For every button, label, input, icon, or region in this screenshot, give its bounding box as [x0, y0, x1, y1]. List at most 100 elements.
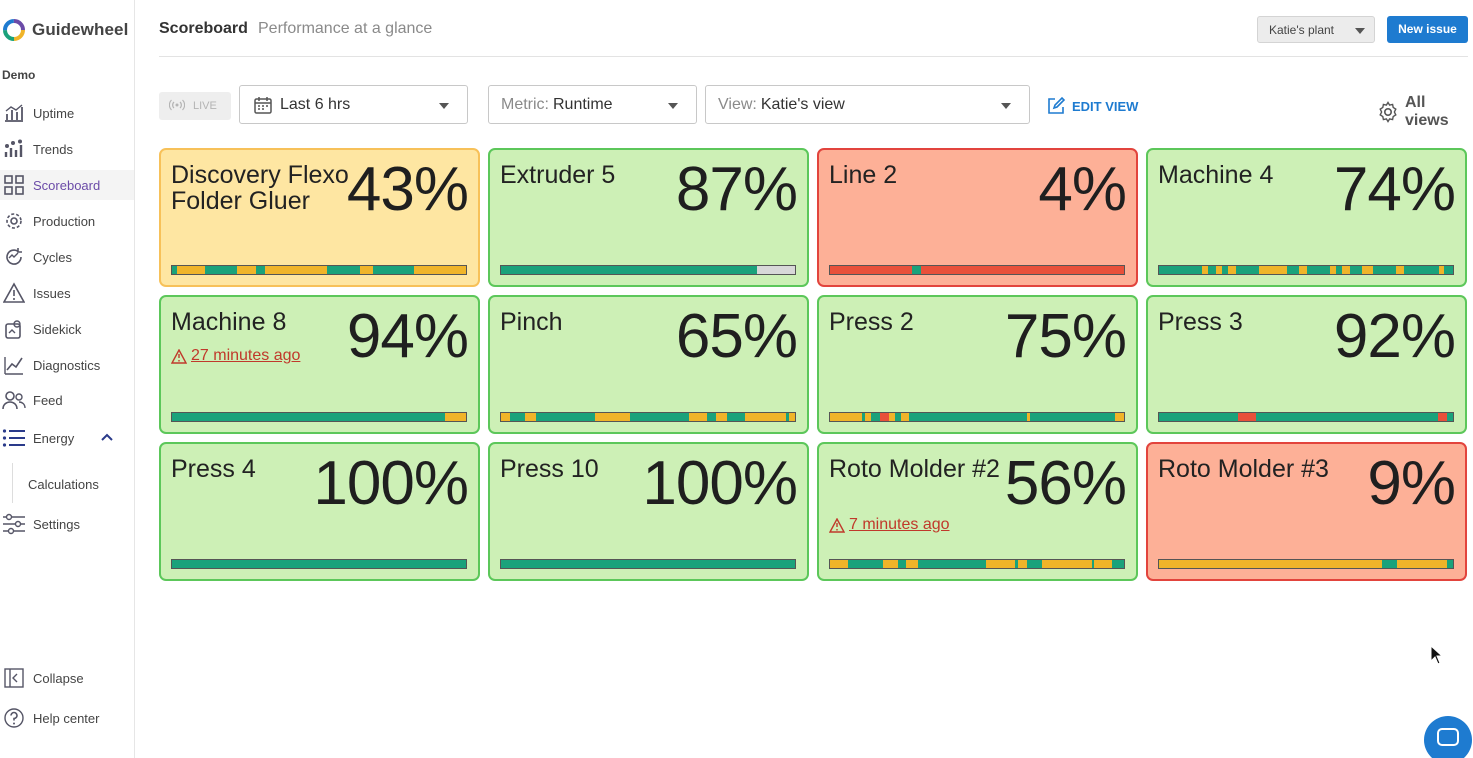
timeline-segment [1238, 413, 1256, 421]
tile-timeline-bar[interactable] [829, 265, 1125, 275]
scoreboard-tile[interactable]: Roto Molder #2 56% 7 minutes ago [817, 442, 1138, 581]
timeline-segment [1041, 560, 1092, 568]
tile-timeline-bar[interactable] [829, 412, 1125, 422]
tile-timeline-bar[interactable] [1158, 412, 1454, 422]
timeline-segment [1256, 413, 1439, 421]
timeline-segment [264, 266, 328, 274]
header-divider [159, 56, 1468, 57]
timeline-segment [1447, 560, 1453, 568]
tile-timeline-bar[interactable] [1158, 265, 1454, 275]
page-title: Scoreboard [159, 20, 248, 37]
sidebar-item-label: Production [33, 213, 96, 229]
timeline-segment [865, 413, 872, 421]
logo-icon [3, 19, 25, 41]
timeline-segment [509, 413, 525, 421]
tile-timeline-bar[interactable] [171, 412, 467, 422]
scoreboard-tile[interactable]: Discovery Flexo Folder Gluer 43% [159, 148, 480, 287]
tile-timeline-bar[interactable] [500, 559, 796, 569]
timeline-segment [1026, 413, 1030, 421]
scoreboard-tile[interactable]: Extruder 5 87% [488, 148, 809, 287]
scoreboard-tile[interactable]: Pinch 65% [488, 295, 809, 434]
sidebar-item-sidekick[interactable]: Sidekick [0, 314, 134, 344]
sidebar-item-settings[interactable]: Settings [0, 509, 134, 539]
sidebar-item-trends[interactable]: Trends [0, 134, 134, 164]
timeline-segment [1018, 560, 1027, 568]
sidebar-item-cycles[interactable]: Cycles [0, 242, 134, 272]
all-views-button[interactable]: All views [1377, 94, 1473, 130]
timeline-segment [501, 560, 795, 568]
timeline-segment [1373, 266, 1396, 274]
scoreboard-tile[interactable]: Press 3 92% [1146, 295, 1467, 434]
sidebar-item-diagnostics[interactable]: Diagnostics [0, 350, 134, 380]
tile-timeline-bar[interactable] [1158, 559, 1454, 569]
tile-timeline-bar[interactable] [829, 559, 1125, 569]
timeline-segment [882, 560, 898, 568]
sidebar-item-label: Scoreboard [33, 177, 101, 193]
timeline-segment [1115, 413, 1124, 421]
sidebar-item-label: Sidekick [33, 321, 82, 337]
tile-machine-name: Roto Molder #2 [829, 455, 1000, 483]
tile-alert-link[interactable]: 27 minutes ago [171, 347, 300, 365]
sidebar-subitem-calculations[interactable]: Calculations [28, 477, 99, 492]
time-range-select[interactable]: Last 6 hrs [239, 85, 468, 124]
timeline-segment [789, 413, 795, 421]
metric-select[interactable]: Metric: Runtime [488, 85, 697, 124]
tile-alert-link[interactable]: 7 minutes ago [829, 516, 950, 534]
collapse-icon [1, 665, 27, 691]
brand[interactable]: Guidewheel [2, 18, 128, 42]
scoreboard-tile[interactable]: Machine 8 94% 27 minutes ago [159, 295, 480, 434]
tile-percentage: 56% [1004, 449, 1127, 518]
timeline-segment [1361, 266, 1374, 274]
edit-view-button[interactable]: EDIT VIEW [1046, 96, 1138, 116]
view-select[interactable]: View: Katie's view [705, 85, 1030, 124]
chevron-up-icon[interactable] [100, 430, 114, 449]
scoreboard-tile[interactable]: Press 2 75% [817, 295, 1138, 434]
live-button[interactable]: LIVE [159, 92, 231, 120]
tile-timeline-bar[interactable] [171, 265, 467, 275]
caret-down-icon [1001, 103, 1011, 109]
sidebar-item-label: Feed [33, 392, 63, 408]
timeline-segment [204, 266, 238, 274]
sidebar-item-energy[interactable]: Energy [0, 423, 134, 453]
timeline-segment [1287, 266, 1299, 274]
timeline-segment [1094, 560, 1113, 568]
timeline-segment [847, 560, 883, 568]
scoreboard-tile[interactable]: Line 2 4% [817, 148, 1138, 287]
timeline-segment [879, 413, 889, 421]
timeline-segment [1159, 266, 1202, 274]
tile-timeline-bar[interactable] [500, 265, 796, 275]
sidebar-item-uptime[interactable]: Uptime [0, 98, 134, 128]
timeline-segment [1438, 413, 1448, 421]
scoreboard-tile[interactable]: Press 4 100% [159, 442, 480, 581]
scoreboard-tile[interactable]: Press 10 100% [488, 442, 809, 581]
new-issue-button[interactable]: New issue [1387, 16, 1468, 43]
timeline-segment [172, 560, 466, 568]
warning-icon [171, 348, 187, 364]
sidebar-item-issues[interactable]: Issues [0, 278, 134, 308]
plant-select[interactable]: Katie's plant [1257, 16, 1375, 43]
sliders-icon [1, 511, 27, 537]
timeline-segment [237, 266, 257, 274]
page-header: Scoreboard Performance at a glance Katie… [135, 0, 1473, 56]
timeline-segment [445, 413, 466, 421]
help-center-link[interactable]: Help center [0, 703, 134, 733]
tile-machine-name: Machine 8 [171, 308, 287, 336]
sidebar-item-scoreboard[interactable]: Scoreboard [0, 170, 134, 200]
tile-timeline-bar[interactable] [171, 559, 467, 569]
collapse-button[interactable]: Collapse [0, 663, 134, 693]
timeline-segment [1397, 560, 1448, 568]
tile-timeline-bar[interactable] [500, 412, 796, 422]
chat-icon [1437, 728, 1459, 746]
sidebar-item-label: Cycles [33, 249, 73, 265]
sidebar-item-production[interactable]: Production [0, 206, 134, 236]
edit-icon [1046, 96, 1066, 116]
chat-launcher-button[interactable] [1424, 716, 1472, 758]
sidebar-item-feed[interactable]: Feed [0, 385, 134, 415]
timeline-segment [900, 413, 910, 421]
scoreboard-tile[interactable]: Roto Molder #3 9% [1146, 442, 1467, 581]
scoreboard-tile[interactable]: Machine 4 74% [1146, 148, 1467, 287]
timeline-segment [256, 266, 265, 274]
gear-icon [1, 208, 27, 234]
timeline-segment [744, 413, 787, 421]
